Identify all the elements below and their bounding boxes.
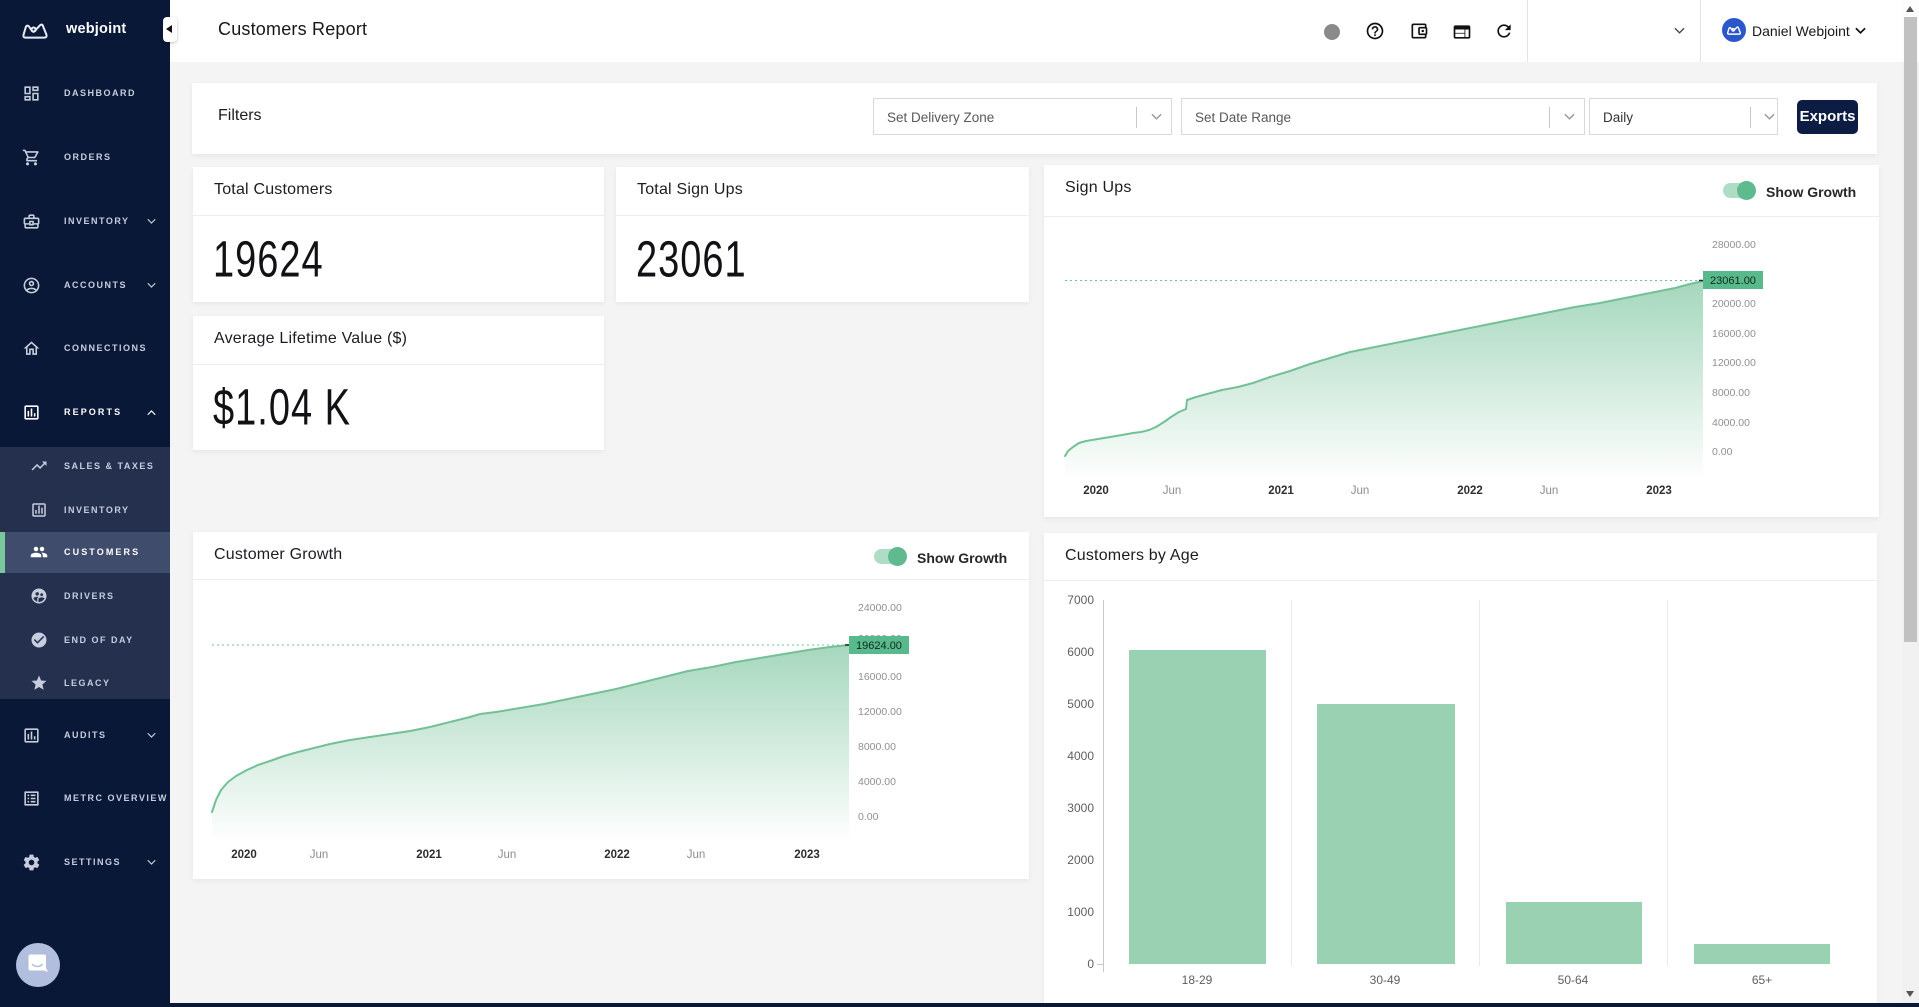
svg-text:0: 0 bbox=[1087, 957, 1094, 971]
svg-text:24000.00: 24000.00 bbox=[858, 602, 902, 614]
svg-text:2022: 2022 bbox=[1457, 485, 1483, 497]
svg-text:Jun: Jun bbox=[687, 849, 706, 861]
svg-text:50-64: 50-64 bbox=[1558, 973, 1589, 987]
svg-text:12000.00: 12000.00 bbox=[858, 706, 902, 718]
svg-text:2020: 2020 bbox=[1083, 485, 1109, 497]
svg-text:65+: 65+ bbox=[1752, 973, 1772, 987]
svg-text:4000: 4000 bbox=[1067, 749, 1094, 763]
svg-text:4000.00: 4000.00 bbox=[858, 776, 896, 788]
svg-text:2021: 2021 bbox=[416, 849, 442, 861]
svg-text:5000: 5000 bbox=[1067, 697, 1094, 711]
svg-text:2000: 2000 bbox=[1067, 853, 1094, 867]
svg-text:1000: 1000 bbox=[1067, 905, 1094, 919]
svg-text:16000.00: 16000.00 bbox=[858, 671, 902, 683]
svg-text:20000.00: 20000.00 bbox=[1712, 298, 1756, 310]
svg-text:8000.00: 8000.00 bbox=[858, 741, 896, 753]
svg-text:Jun: Jun bbox=[1351, 485, 1370, 497]
svg-text:2021: 2021 bbox=[1268, 485, 1294, 497]
svg-text:12000.00: 12000.00 bbox=[1712, 357, 1756, 369]
svg-text:6000: 6000 bbox=[1067, 645, 1094, 659]
svg-text:0.00: 0.00 bbox=[1712, 446, 1733, 458]
svg-text:2023: 2023 bbox=[794, 849, 820, 861]
svg-text:8000.00: 8000.00 bbox=[1712, 387, 1750, 399]
svg-text:7000: 7000 bbox=[1067, 593, 1094, 607]
svg-text:0.00: 0.00 bbox=[858, 811, 879, 823]
svg-text:2023: 2023 bbox=[1646, 485, 1672, 497]
svg-text:18-29: 18-29 bbox=[1182, 973, 1213, 987]
svg-text:23061.00: 23061.00 bbox=[1710, 275, 1756, 287]
svg-text:Jun: Jun bbox=[310, 849, 329, 861]
svg-text:Jun: Jun bbox=[498, 849, 517, 861]
svg-text:Jun: Jun bbox=[1163, 485, 1182, 497]
svg-text:28000.00: 28000.00 bbox=[1712, 239, 1756, 251]
svg-text:19624.00: 19624.00 bbox=[856, 640, 902, 652]
svg-text:Jun: Jun bbox=[1540, 485, 1559, 497]
svg-text:4000.00: 4000.00 bbox=[1712, 417, 1750, 429]
svg-text:16000.00: 16000.00 bbox=[1712, 328, 1756, 340]
svg-text:2020: 2020 bbox=[231, 849, 257, 861]
svg-text:30-49: 30-49 bbox=[1370, 973, 1401, 987]
svg-text:3000: 3000 bbox=[1067, 801, 1094, 815]
svg-text:2022: 2022 bbox=[604, 849, 630, 861]
